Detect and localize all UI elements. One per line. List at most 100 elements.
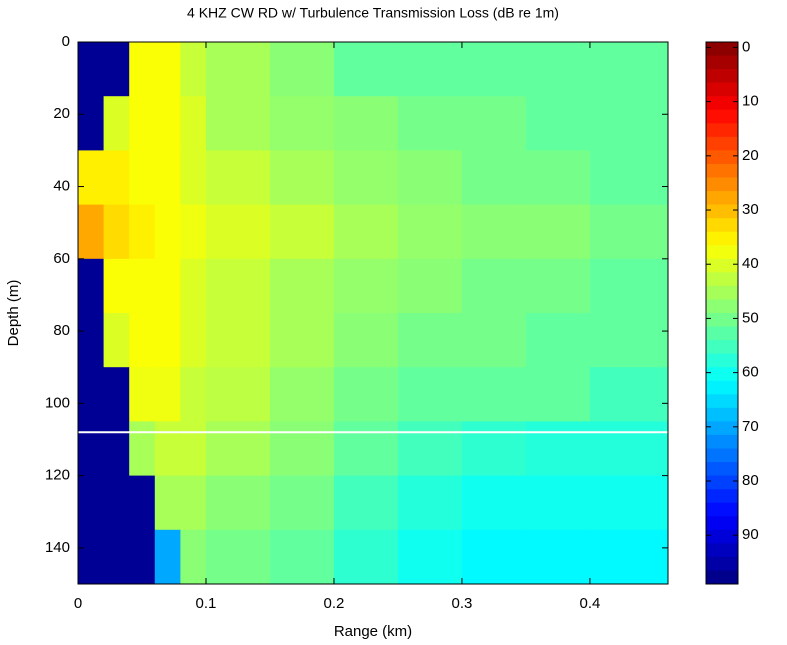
heatmap-cell <box>129 42 156 97</box>
colorbar-swatch <box>706 285 738 300</box>
colorbar-tick-label: 70 <box>742 418 759 435</box>
heatmap-cell <box>397 42 463 97</box>
colorbar-swatch <box>706 570 738 585</box>
colorbar-swatch <box>706 245 738 260</box>
heatmap-cell <box>461 421 527 477</box>
colorbar-swatch <box>706 313 738 328</box>
heatmap-cell <box>129 258 156 314</box>
heatmap-cell <box>461 42 527 97</box>
x-tick-label: 0.1 <box>196 595 217 612</box>
colorbar-swatch <box>706 82 738 97</box>
heatmap-cell <box>154 96 181 151</box>
heatmap-cell <box>205 258 271 314</box>
heatmap-cell <box>589 529 669 585</box>
heatmap-cell <box>180 204 207 260</box>
heatmap-cell <box>180 313 207 368</box>
heatmap-cell <box>461 204 527 260</box>
heatmap-cell <box>269 150 335 206</box>
heatmap-cell <box>103 150 130 206</box>
colorbar-swatch <box>706 407 738 422</box>
heatmap-cell <box>154 150 181 206</box>
heatmap-cell <box>589 421 669 477</box>
plot-frame <box>77 41 669 585</box>
heatmap-cell <box>78 367 105 422</box>
heatmap-cell <box>269 204 335 260</box>
heatmap-cell <box>78 150 105 206</box>
heatmap-cell <box>154 42 181 97</box>
heatmap-cell <box>205 150 271 206</box>
heatmap-cell <box>129 204 156 260</box>
heatmap-cell <box>269 313 335 368</box>
y-tick-label: 20 <box>53 105 70 122</box>
heatmap-cell <box>397 529 463 585</box>
y-tick-label: 80 <box>53 322 70 339</box>
heatmap-cell <box>525 258 591 314</box>
heatmap-cell <box>589 150 669 206</box>
heatmap-cell <box>525 367 591 422</box>
heatmap-cell <box>525 96 591 151</box>
colorbar-swatch <box>706 96 738 111</box>
heatmap-cell <box>525 42 591 97</box>
heatmap-cell <box>180 258 207 314</box>
heatmap-cell <box>78 421 105 477</box>
colorbar-swatch <box>706 529 738 544</box>
heatmap-cell <box>129 421 156 477</box>
heatmap-cell <box>525 529 591 585</box>
heatmap-cell <box>461 529 527 585</box>
heatmap-cell <box>154 313 181 368</box>
heatmap-cell <box>333 150 399 206</box>
heatmap-cell <box>589 367 669 422</box>
heatmap-cell <box>78 313 105 368</box>
x-tick-label: 0 <box>74 595 82 612</box>
x-tick-label: 0.4 <box>580 595 601 612</box>
colorbar-frame <box>705 41 739 585</box>
heatmap-cell <box>103 475 130 531</box>
heatmap-cell <box>333 529 399 585</box>
colorbar-swatch <box>706 299 738 314</box>
colorbar-swatch <box>706 394 738 409</box>
heatmap-cell <box>205 42 271 97</box>
heatmap-cell <box>180 475 207 531</box>
heatmap-cell <box>78 42 105 97</box>
heatmap-cell <box>129 313 156 368</box>
colorbar-swatch <box>706 367 738 382</box>
y-tick-label: 140 <box>45 539 70 556</box>
heatmap-cell <box>397 150 463 206</box>
colorbar-swatch <box>706 556 738 571</box>
heatmap-cell <box>180 96 207 151</box>
heatmap-cell <box>269 96 335 151</box>
colorbar-swatch <box>706 231 738 246</box>
heatmap-cell <box>103 367 130 422</box>
heatmap-cell <box>103 313 130 368</box>
colorbar-tick-label: 40 <box>742 255 759 272</box>
heatmap-cell <box>103 42 130 97</box>
heatmap-cell <box>461 313 527 368</box>
y-tick-label: 0 <box>62 33 70 50</box>
heatmap-cell <box>333 258 399 314</box>
heatmap-cell <box>397 367 463 422</box>
heatmap-cell <box>525 421 591 477</box>
heatmap-cell <box>103 258 130 314</box>
y-tick-label: 100 <box>45 394 70 411</box>
heatmap-cell <box>103 421 130 477</box>
heatmap-cell <box>525 475 591 531</box>
colorbar-swatch <box>706 163 738 178</box>
colorbar-tick-label: 50 <box>742 309 759 326</box>
heatmap-cell <box>589 475 669 531</box>
heatmap-cell <box>129 96 156 151</box>
heatmap-cell <box>333 42 399 97</box>
y-axis-label: Depth (m) <box>5 280 22 347</box>
colorbar-swatch <box>706 218 738 233</box>
heatmap-cell <box>129 475 156 531</box>
x-axis-label: Range (km) <box>334 623 412 640</box>
heatmap-cell <box>269 475 335 531</box>
colorbar-tick-label: 90 <box>742 526 759 543</box>
colorbar-swatch <box>706 150 738 165</box>
heatmap-cell <box>205 313 271 368</box>
colorbar-swatch <box>706 340 738 355</box>
heatmap-cell <box>461 96 527 151</box>
heatmap-cell <box>205 421 271 477</box>
colorbar-swatch <box>706 516 738 531</box>
colorbar-swatch <box>706 434 738 449</box>
heatmap-cell <box>180 421 207 477</box>
